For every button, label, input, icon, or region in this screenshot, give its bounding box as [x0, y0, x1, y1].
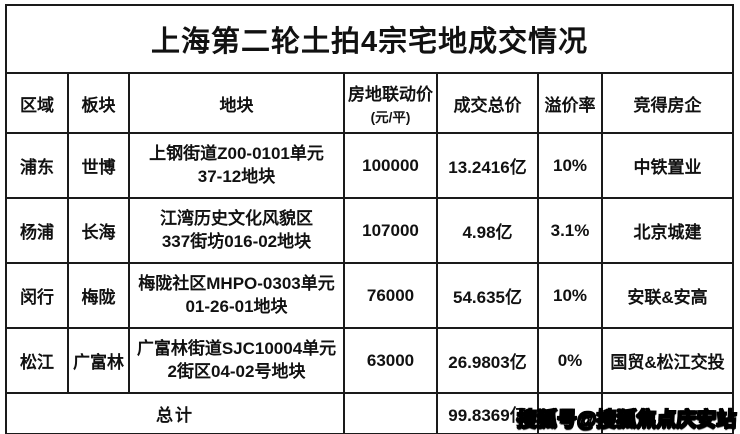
col-header-price-unit: (元/平): [370, 110, 411, 125]
col-header-plot: 地块: [128, 72, 345, 134]
cell-premium-rate: 10%: [537, 262, 603, 329]
cell-plot: 江湾历史文化风貌区 337街坊016-02地块: [128, 197, 345, 264]
cell-block: 梅陇: [67, 262, 130, 329]
cell-premium-rate: 0%: [537, 327, 603, 394]
cell-linked-price: 76000: [343, 262, 438, 329]
cell-developer: 北京城建: [600, 197, 735, 264]
total-developer: [600, 392, 735, 434]
total-price-value: 99.8369亿: [436, 392, 539, 434]
cell-region: 浦东: [5, 132, 69, 199]
cell-plot: 上钢街道Z00-0101单元 37-12地块: [128, 132, 345, 199]
cell-plot: 梅陇社区MHPO-0303单元 01-26-01地块: [128, 262, 345, 329]
cell-plot: 广富林街道SJC10004单元 2街区04-02号地块: [128, 327, 345, 394]
table-title: 上海第二轮土拍4宗宅地成交情况: [4, 4, 735, 74]
cell-total-price: 4.98亿: [436, 197, 539, 264]
cell-developer: 国贸&松江交投: [600, 327, 735, 394]
table-row: 松江 广富林 广富林街道SJC10004单元 2街区04-02号地块 63000…: [5, 327, 735, 394]
col-header-linked-price-label: 房地联动价: [348, 85, 433, 104]
col-header-linked-price: 房地联动价 (元/平): [343, 72, 438, 134]
cell-linked-price: 63000: [343, 327, 438, 394]
cell-block: 世博: [67, 132, 130, 199]
table-row: 闵行 梅陇 梅陇社区MHPO-0303单元 01-26-01地块 76000 5…: [5, 262, 735, 329]
total-premium-rate: [537, 392, 603, 434]
title-row: 上海第二轮土拍4宗宅地成交情况: [4, 4, 735, 74]
col-header-block: 板块: [67, 72, 130, 134]
cell-total-price: 13.2416亿: [436, 132, 539, 199]
col-header-developer: 竞得房企: [600, 72, 735, 134]
cell-region: 杨浦: [5, 197, 69, 264]
total-row: 总计 99.8369亿: [5, 392, 735, 434]
total-label: 总计: [5, 392, 345, 434]
total-linked-price: [343, 392, 438, 434]
land-auction-table: 上海第二轮土拍4宗宅地成交情况 区域 板块 地块 房地联动价 (元/平) 成交总…: [4, 4, 735, 434]
cell-region: 闵行: [5, 262, 69, 329]
col-header-total-price: 成交总价: [436, 72, 539, 134]
col-header-region: 区域: [5, 72, 69, 134]
cell-block: 广富林: [67, 327, 130, 394]
table-row: 浦东 世博 上钢街道Z00-0101单元 37-12地块 100000 13.2…: [5, 132, 735, 199]
cell-block: 长海: [67, 197, 130, 264]
cell-linked-price: 100000: [343, 132, 438, 199]
cell-premium-rate: 3.1%: [537, 197, 603, 264]
table-row: 杨浦 长海 江湾历史文化风貌区 337街坊016-02地块 107000 4.9…: [5, 197, 735, 264]
cell-premium-rate: 10%: [537, 132, 603, 199]
cell-developer: 安联&安高: [600, 262, 735, 329]
cell-total-price: 54.635亿: [436, 262, 539, 329]
cell-linked-price: 107000: [343, 197, 438, 264]
cell-total-price: 26.9803亿: [436, 327, 539, 394]
cell-developer: 中铁置业: [600, 132, 735, 199]
watermark: 搜狐号@搜狐焦点庆安站: [516, 408, 738, 432]
header-row: 区域 板块 地块 房地联动价 (元/平) 成交总价 溢价率 竞得房企: [5, 72, 735, 134]
cell-region: 松江: [5, 327, 69, 394]
col-header-premium-rate: 溢价率: [537, 72, 603, 134]
